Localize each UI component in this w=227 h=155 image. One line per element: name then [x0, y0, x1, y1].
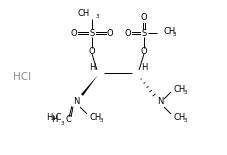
- Text: C: C: [66, 115, 72, 124]
- Text: CH: CH: [78, 9, 90, 18]
- Text: O: O: [89, 46, 95, 55]
- Text: CH: CH: [163, 27, 175, 35]
- Text: O: O: [141, 46, 147, 55]
- Text: S: S: [89, 29, 95, 38]
- Text: N: N: [73, 97, 79, 106]
- Text: 3: 3: [173, 31, 177, 36]
- Text: 3: 3: [96, 13, 99, 18]
- Text: O: O: [141, 13, 147, 22]
- Polygon shape: [81, 75, 98, 96]
- Text: O: O: [125, 29, 131, 38]
- Text: O: O: [107, 29, 113, 38]
- Text: O: O: [71, 29, 77, 38]
- Text: H: H: [89, 62, 95, 71]
- Text: 3: 3: [61, 121, 64, 126]
- Text: CH: CH: [174, 84, 186, 93]
- Text: H: H: [51, 115, 57, 124]
- Text: CH: CH: [174, 113, 186, 122]
- Text: 3: 3: [184, 89, 188, 95]
- Text: 3: 3: [100, 119, 104, 124]
- Text: N: N: [157, 97, 163, 106]
- Text: H₃C: H₃C: [47, 113, 62, 122]
- Text: HCl: HCl: [13, 72, 31, 82]
- Text: 3: 3: [184, 117, 188, 122]
- Text: S: S: [141, 29, 147, 38]
- Text: H: H: [141, 62, 147, 71]
- Text: CH: CH: [90, 113, 102, 122]
